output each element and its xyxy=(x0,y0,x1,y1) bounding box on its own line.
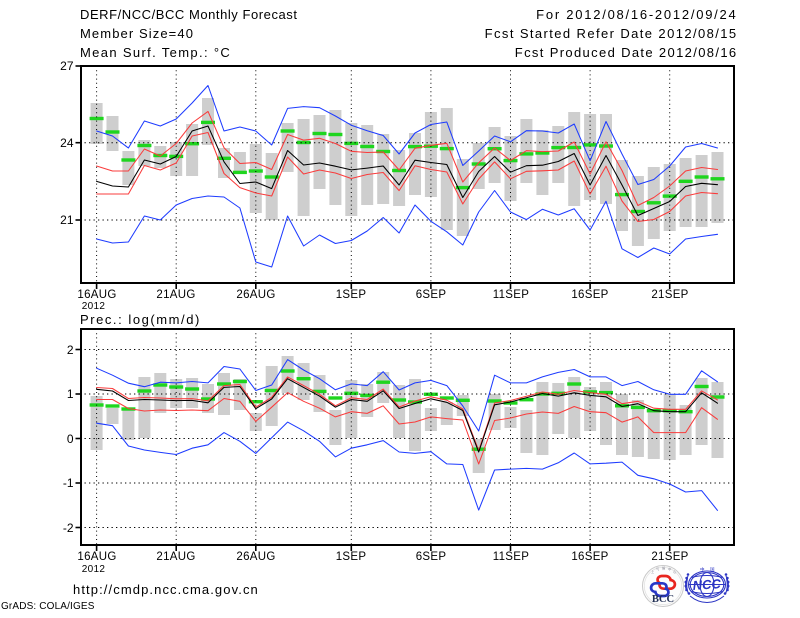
svg-text:上: 上 xyxy=(651,569,655,574)
svg-text:候: 候 xyxy=(662,566,666,571)
svg-text:NCC: NCC xyxy=(692,576,722,593)
svg-text:国: 国 xyxy=(710,567,715,573)
svg-text:心: 心 xyxy=(673,569,677,574)
svg-text:中: 中 xyxy=(700,566,705,573)
svg-text:气: 气 xyxy=(656,567,660,572)
svg-text:中: 中 xyxy=(668,567,671,572)
svg-text:BCC: BCC xyxy=(652,594,674,605)
